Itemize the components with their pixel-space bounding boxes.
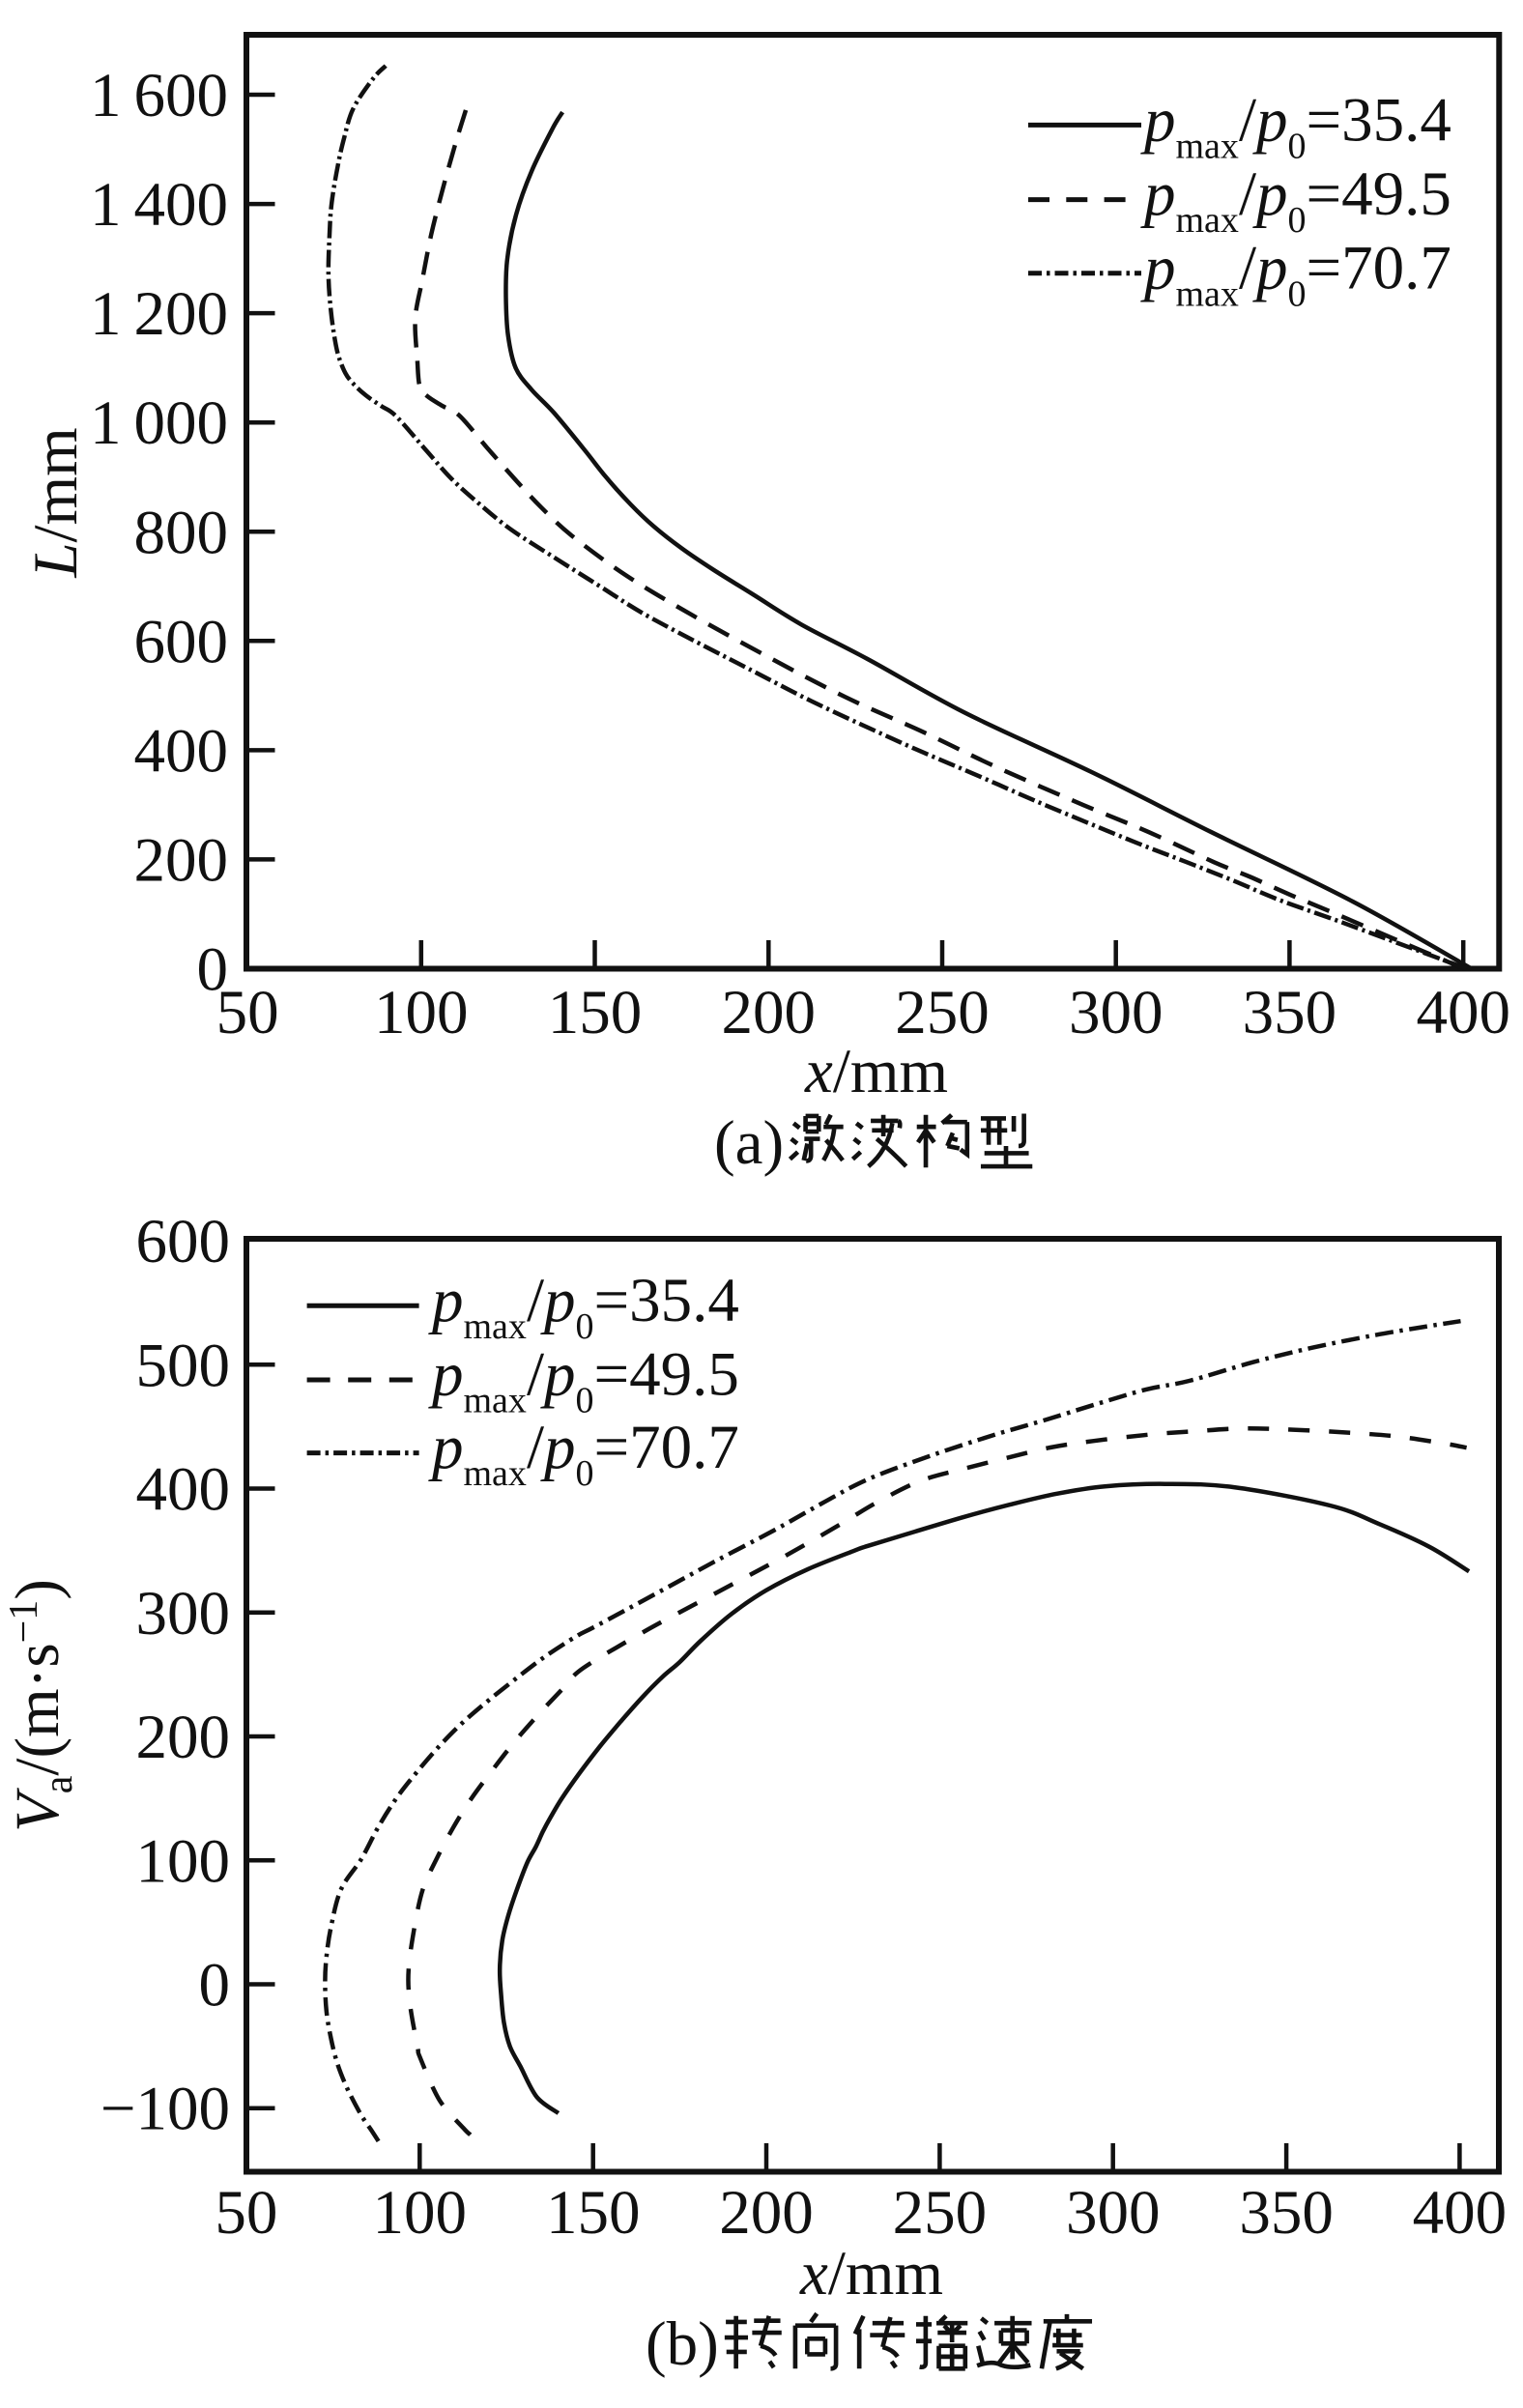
svg-text:250: 250 (895, 978, 990, 1047)
svg-text:pmax/p0=70.7: pmax/p0=70.7 (428, 1413, 739, 1494)
svg-text:pmax/p0=35.4: pmax/p0=35.4 (1140, 86, 1451, 167)
svg-text:100: 100 (374, 978, 469, 1047)
svg-text:300: 300 (1066, 2178, 1161, 2248)
svg-text:pmax/p0=35.4: pmax/p0=35.4 (428, 1266, 739, 1347)
svg-text:50: 50 (216, 978, 279, 1047)
svg-text:200: 200 (134, 825, 229, 895)
svg-text:L/mm: L/mm (21, 427, 91, 578)
svg-text:350: 350 (1243, 978, 1337, 1047)
svg-text:150: 150 (546, 2178, 641, 2248)
svg-text:Va/(m·s−1): Va/(m·s−1) (2, 1579, 81, 1832)
svg-text:1 000: 1 000 (90, 388, 228, 458)
svg-text:pmax/p0=49.5: pmax/p0=49.5 (428, 1340, 739, 1421)
svg-text:800: 800 (134, 498, 229, 567)
svg-text:300: 300 (136, 1579, 231, 1648)
svg-text:x/mm: x/mm (799, 2239, 943, 2308)
svg-text:−100: −100 (101, 2075, 230, 2144)
svg-text:200: 200 (719, 2178, 814, 2248)
svg-text:150: 150 (548, 978, 643, 1047)
svg-text:400: 400 (1416, 978, 1510, 1047)
svg-text:50: 50 (215, 2178, 277, 2248)
svg-text:100: 100 (373, 2178, 468, 2248)
svg-text:600: 600 (136, 1207, 231, 1276)
svg-text:500: 500 (136, 1331, 231, 1400)
svg-text:400: 400 (1413, 2178, 1508, 2248)
svg-text:100: 100 (136, 1826, 231, 1896)
svg-text:1 400: 1 400 (90, 170, 228, 240)
svg-text:250: 250 (893, 2178, 988, 2248)
svg-text:x/mm: x/mm (804, 1037, 948, 1106)
svg-text:200: 200 (136, 1703, 231, 1772)
svg-text:0: 0 (197, 935, 229, 1005)
svg-text:600: 600 (134, 607, 229, 676)
svg-text:1 200: 1 200 (90, 279, 228, 349)
svg-text:1 600: 1 600 (90, 61, 228, 130)
svg-text:300: 300 (1069, 978, 1164, 1047)
svg-text:200: 200 (722, 978, 817, 1047)
svg-text:pmax/p0=49.5: pmax/p0=49.5 (1140, 159, 1451, 241)
svg-text:(a): (a) (714, 1108, 784, 1178)
svg-text:0: 0 (199, 1951, 231, 2021)
svg-text:pmax/p0=70.7: pmax/p0=70.7 (1140, 234, 1451, 315)
svg-text:(b): (b) (646, 2309, 719, 2379)
svg-text:400: 400 (136, 1455, 231, 1525)
svg-text:350: 350 (1239, 2178, 1334, 2248)
svg-text:400: 400 (134, 716, 229, 786)
